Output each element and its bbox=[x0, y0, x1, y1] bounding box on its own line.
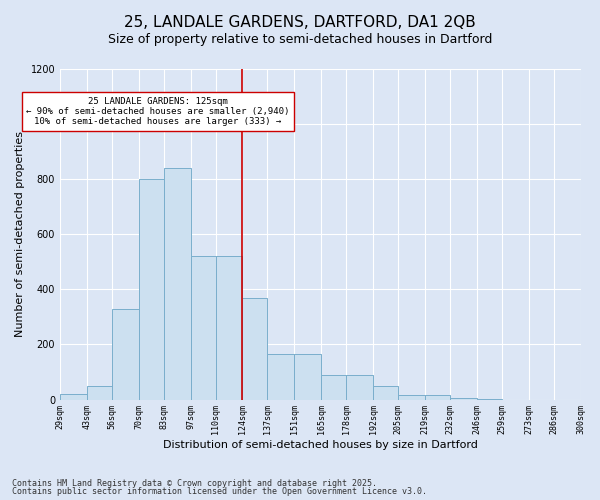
Text: Contains public sector information licensed under the Open Government Licence v3: Contains public sector information licen… bbox=[12, 487, 427, 496]
Bar bbox=[425, 396, 450, 400]
Bar bbox=[191, 256, 215, 400]
Bar bbox=[398, 396, 425, 400]
X-axis label: Distribution of semi-detached houses by size in Dartford: Distribution of semi-detached houses by … bbox=[163, 440, 478, 450]
Bar bbox=[373, 386, 398, 400]
Y-axis label: Number of semi-detached properties: Number of semi-detached properties bbox=[15, 132, 25, 338]
Bar bbox=[215, 256, 242, 400]
Bar bbox=[87, 386, 112, 400]
Bar bbox=[346, 375, 373, 400]
Text: Size of property relative to semi-detached houses in Dartford: Size of property relative to semi-detach… bbox=[108, 32, 492, 46]
Text: 25 LANDALE GARDENS: 125sqm
← 90% of semi-detached houses are smaller (2,940)
10%: 25 LANDALE GARDENS: 125sqm ← 90% of semi… bbox=[26, 96, 290, 126]
Bar bbox=[164, 168, 191, 400]
Text: 25, LANDALE GARDENS, DARTFORD, DA1 2QB: 25, LANDALE GARDENS, DARTFORD, DA1 2QB bbox=[124, 15, 476, 30]
Bar bbox=[450, 398, 477, 400]
Bar bbox=[268, 354, 295, 400]
Bar bbox=[242, 298, 268, 400]
Bar bbox=[60, 394, 87, 400]
Text: Contains HM Land Registry data © Crown copyright and database right 2025.: Contains HM Land Registry data © Crown c… bbox=[12, 478, 377, 488]
Bar bbox=[321, 375, 346, 400]
Bar bbox=[139, 179, 164, 400]
Bar bbox=[295, 354, 321, 400]
Bar bbox=[477, 399, 502, 400]
Bar bbox=[112, 308, 139, 400]
